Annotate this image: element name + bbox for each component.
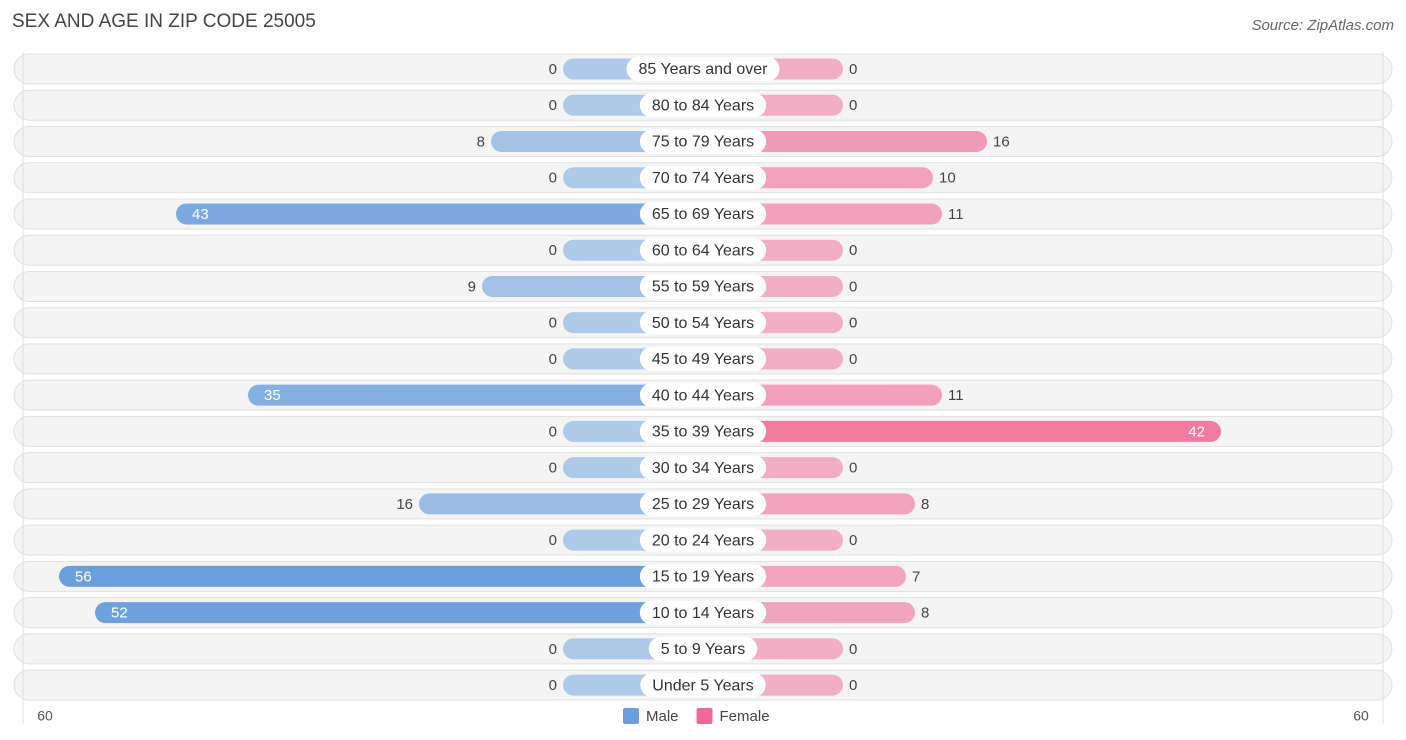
- category-box: [639, 93, 767, 118]
- chart-title: SEX AND AGE IN ZIP CODE 25005: [12, 11, 316, 32]
- category-box: [639, 528, 767, 553]
- value-label: 8: [921, 605, 929, 622]
- category-label: 10 to 14 Years: [652, 605, 754, 622]
- category-box: [639, 129, 767, 154]
- category-box: [639, 455, 767, 480]
- category-box: [639, 491, 767, 516]
- bar: [703, 130, 987, 152]
- x-tick-label: 60: [1353, 708, 1369, 724]
- value-label: 43: [192, 206, 209, 223]
- category-box: [640, 673, 766, 698]
- value-label: 0: [549, 351, 557, 368]
- category-label: 35 to 39 Years: [652, 424, 754, 441]
- value-label: 0: [549, 677, 557, 694]
- value-label: 16: [396, 496, 413, 513]
- value-label: 10: [939, 170, 956, 187]
- value-label: 8: [921, 496, 929, 513]
- value-label: 35: [264, 387, 281, 404]
- category-label: 20 to 24 Years: [652, 532, 754, 549]
- category-box: [639, 274, 767, 299]
- category-label: 55 to 59 Years: [652, 279, 754, 296]
- category-label: 70 to 74 Years: [652, 170, 754, 187]
- value-label: 11: [948, 206, 964, 223]
- value-label: 7: [912, 568, 920, 585]
- value-label: 0: [549, 242, 557, 259]
- category-label: 60 to 64 Years: [652, 242, 754, 259]
- legend-label: Male: [646, 708, 679, 725]
- category-label: 80 to 84 Years: [652, 97, 754, 114]
- category-label: 50 to 54 Years: [652, 315, 754, 332]
- value-label: 0: [549, 97, 557, 114]
- category-box: [639, 564, 767, 589]
- bar: [59, 565, 703, 587]
- category-label: 25 to 29 Years: [652, 496, 754, 513]
- value-label: 9: [468, 278, 476, 295]
- value-label: 8: [477, 133, 485, 150]
- legend-label: Female: [720, 708, 770, 725]
- value-label: 16: [993, 133, 1010, 150]
- value-label: 0: [549, 641, 557, 658]
- value-label: 42: [1188, 423, 1205, 440]
- value-label: 0: [849, 677, 857, 694]
- value-label: 0: [549, 170, 557, 187]
- category-label: 45 to 49 Years: [652, 351, 754, 368]
- legend-swatch: [623, 708, 639, 724]
- bar: [248, 384, 703, 406]
- category-box: [639, 383, 767, 408]
- category-box: [648, 636, 758, 661]
- value-label: 0: [549, 61, 557, 78]
- legend-swatch: [696, 708, 713, 724]
- category-box: [639, 165, 767, 190]
- category-box: [626, 57, 780, 81]
- bar: [703, 420, 1221, 442]
- category-label: Under 5 Years: [652, 677, 753, 694]
- value-label: 11: [948, 387, 964, 404]
- category-label: 65 to 69 Years: [652, 206, 754, 223]
- source: Source: ZipAtlas.com: [1251, 17, 1394, 34]
- value-label: 0: [549, 423, 557, 440]
- x-tick-label: 60: [37, 708, 53, 724]
- value-label: 0: [849, 97, 857, 114]
- value-label: 52: [111, 605, 128, 622]
- category-label: 5 to 9 Years: [661, 641, 746, 658]
- category-box: [639, 310, 767, 335]
- bar: [419, 493, 703, 515]
- value-label: 0: [549, 532, 557, 549]
- category-label: 15 to 19 Years: [652, 569, 754, 586]
- category-box: [639, 201, 767, 226]
- value-label: 0: [549, 460, 557, 477]
- category-box: [639, 600, 767, 625]
- value-label: 0: [549, 315, 557, 332]
- value-label: 0: [849, 532, 857, 549]
- value-label: 0: [849, 61, 857, 78]
- category-box: [639, 238, 767, 263]
- category-label: 75 to 79 Years: [652, 134, 754, 151]
- category-box: [639, 419, 767, 444]
- value-label: 0: [849, 242, 857, 259]
- category-box: [639, 346, 767, 371]
- value-label: 0: [849, 315, 857, 332]
- value-label: 0: [849, 460, 857, 477]
- value-label: 0: [849, 641, 857, 658]
- category-label: 85 Years and over: [639, 61, 769, 78]
- category-label: 30 to 34 Years: [652, 460, 754, 477]
- bar: [95, 602, 703, 624]
- category-label: 40 to 44 Years: [652, 387, 754, 404]
- bar: [176, 203, 703, 225]
- value-label: 0: [849, 278, 857, 295]
- value-label: 0: [849, 351, 857, 368]
- value-label: 56: [75, 568, 92, 585]
